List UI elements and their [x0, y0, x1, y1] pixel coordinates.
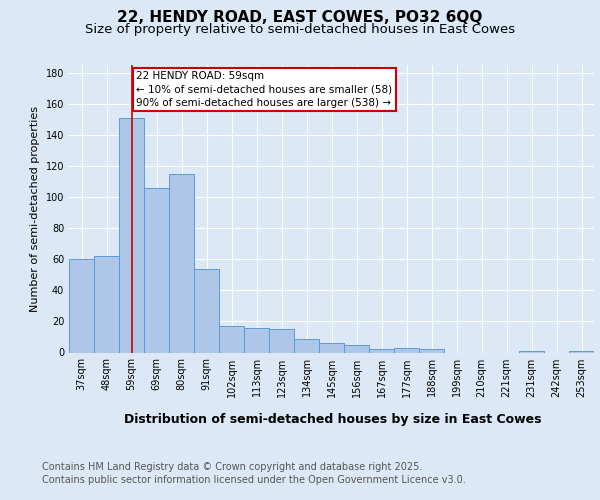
Text: Contains HM Land Registry data © Crown copyright and database right 2025.: Contains HM Land Registry data © Crown c…: [42, 462, 422, 472]
Bar: [69, 260, 94, 352]
Bar: [194, 268, 219, 352]
Bar: [244, 328, 269, 352]
Bar: [169, 174, 194, 352]
Text: 22, HENDY ROAD, EAST COWES, PO32 6QQ: 22, HENDY ROAD, EAST COWES, PO32 6QQ: [118, 10, 482, 25]
Bar: [569, 351, 594, 352]
Text: Size of property relative to semi-detached houses in East Cowes: Size of property relative to semi-detach…: [85, 22, 515, 36]
Bar: [319, 343, 344, 352]
Text: 22 HENDY ROAD: 59sqm
← 10% of semi-detached houses are smaller (58)
90% of semi-: 22 HENDY ROAD: 59sqm ← 10% of semi-detac…: [137, 71, 392, 108]
Bar: [144, 188, 169, 352]
Y-axis label: Number of semi-detached properties: Number of semi-detached properties: [30, 106, 40, 312]
Text: Contains public sector information licensed under the Open Government Licence v3: Contains public sector information licen…: [42, 475, 466, 485]
Bar: [294, 338, 319, 352]
Bar: [269, 329, 294, 352]
Bar: [369, 350, 394, 352]
Bar: [394, 348, 419, 352]
Bar: [94, 256, 119, 352]
Text: Distribution of semi-detached houses by size in East Cowes: Distribution of semi-detached houses by …: [124, 412, 542, 426]
Bar: [219, 326, 244, 352]
Bar: [344, 344, 369, 352]
Bar: [519, 351, 544, 352]
Bar: [119, 118, 144, 352]
Bar: [419, 350, 444, 352]
